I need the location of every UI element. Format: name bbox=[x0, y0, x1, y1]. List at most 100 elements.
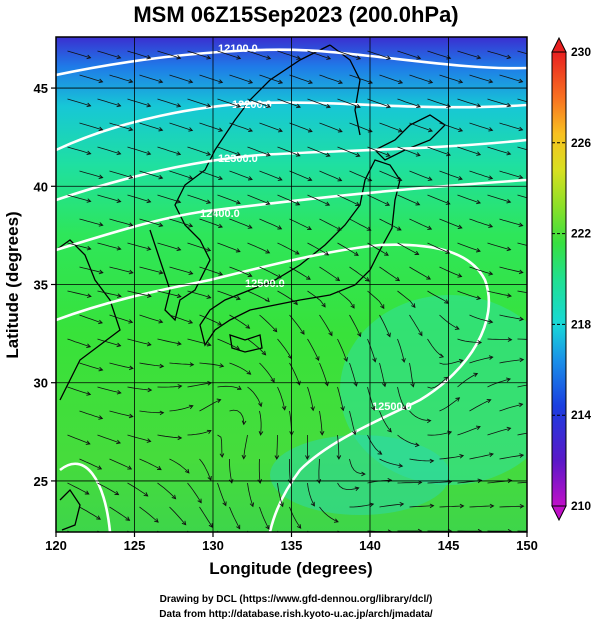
streamline bbox=[97, 242, 121, 250]
streamline-arrow bbox=[177, 435, 183, 441]
streamline bbox=[289, 266, 311, 280]
streamline bbox=[530, 267, 554, 272]
streamline bbox=[530, 171, 553, 177]
streamline-arrow bbox=[426, 275, 432, 280]
streamline-arrow bbox=[218, 79, 224, 84]
streamline bbox=[289, 170, 312, 181]
streamline bbox=[517, 50, 527, 55]
streamline bbox=[439, 359, 463, 365]
streamline-arrow bbox=[506, 102, 512, 108]
streamline bbox=[199, 314, 222, 326]
streamline bbox=[217, 385, 242, 390]
streamline-arrow bbox=[519, 357, 525, 363]
streamline bbox=[127, 98, 151, 107]
streamline-arrow bbox=[458, 79, 464, 84]
streamline-arrow bbox=[265, 200, 271, 205]
contour-label-12500-east: 12500.0 bbox=[372, 401, 412, 413]
streamline bbox=[247, 194, 270, 205]
streamline-arrow bbox=[356, 55, 362, 60]
streamline bbox=[247, 50, 271, 59]
streamline bbox=[367, 338, 376, 362]
streamline bbox=[409, 122, 433, 132]
streamline bbox=[79, 458, 102, 470]
streamline-arrow bbox=[235, 345, 240, 350]
streamline bbox=[439, 397, 460, 412]
streamline bbox=[337, 386, 344, 411]
streamline-arrow bbox=[328, 331, 333, 337]
streamline-arrow bbox=[506, 150, 512, 156]
streamline bbox=[530, 408, 554, 411]
streamline-arrow bbox=[488, 271, 494, 276]
streamline bbox=[157, 338, 181, 345]
streamline-arrow bbox=[247, 224, 253, 229]
streamline bbox=[289, 122, 313, 132]
streamline bbox=[247, 482, 254, 507]
streamline bbox=[349, 170, 372, 181]
streamline bbox=[79, 218, 103, 226]
streamline bbox=[217, 434, 223, 458]
colorbar-tick-label: 222 bbox=[571, 227, 591, 241]
streamline-arrow bbox=[537, 55, 541, 59]
streamline bbox=[139, 362, 164, 367]
streamline-arrow bbox=[236, 55, 242, 60]
streamline bbox=[319, 74, 343, 84]
streamline-arrow bbox=[206, 247, 212, 252]
streamline bbox=[487, 194, 511, 203]
streamline-arrow bbox=[310, 501, 315, 507]
streamline bbox=[229, 459, 233, 483]
credit-drawing: Drawing by DCL (https://www.gfd-dennou.o… bbox=[160, 594, 433, 605]
streamline-arrow bbox=[294, 250, 300, 255]
streamline-arrow bbox=[537, 103, 541, 107]
streamline bbox=[469, 122, 493, 131]
streamline-arrow bbox=[158, 269, 164, 275]
streamline bbox=[139, 506, 159, 523]
streamline bbox=[247, 98, 271, 108]
streamline bbox=[169, 122, 193, 131]
streamline bbox=[307, 482, 315, 506]
streamline bbox=[169, 405, 193, 412]
coastline-china bbox=[56, 239, 121, 401]
streamline-arrow bbox=[277, 225, 283, 230]
streamline bbox=[367, 434, 382, 455]
streamline bbox=[499, 266, 523, 273]
streamline bbox=[157, 98, 181, 107]
streamline-arrow bbox=[476, 151, 482, 156]
streamline bbox=[397, 434, 419, 446]
streamline bbox=[307, 386, 314, 411]
streamline bbox=[217, 338, 240, 350]
streamline bbox=[289, 74, 313, 84]
streamline-arrow bbox=[206, 199, 212, 204]
streamline bbox=[229, 314, 250, 329]
streamline bbox=[277, 338, 292, 359]
streamline-arrow bbox=[219, 363, 225, 368]
streamline bbox=[229, 74, 253, 84]
streamline bbox=[379, 170, 402, 181]
streamline-arrow bbox=[177, 384, 183, 389]
streamline-arrow bbox=[276, 274, 282, 279]
streamline bbox=[469, 399, 491, 412]
streamline-arrow bbox=[350, 303, 355, 309]
streamline-arrow bbox=[356, 103, 361, 109]
streamline bbox=[457, 50, 481, 59]
streamline bbox=[247, 530, 249, 532]
streamline-arrow bbox=[146, 246, 152, 251]
streamline bbox=[277, 482, 284, 507]
streamline bbox=[277, 146, 300, 157]
y-tick-label: 40 bbox=[34, 179, 48, 194]
streamline bbox=[487, 242, 511, 251]
streamline-arrow bbox=[158, 78, 164, 84]
streamline bbox=[409, 74, 433, 83]
streamline-arrow bbox=[189, 362, 195, 367]
streamline-arrow bbox=[176, 293, 182, 299]
streamline-arrow bbox=[146, 293, 152, 298]
streamline-arrow bbox=[98, 366, 104, 372]
streamline bbox=[157, 50, 181, 59]
wind-streamlines bbox=[67, 50, 554, 532]
streamline bbox=[487, 290, 512, 297]
streamline-arrow bbox=[507, 293, 512, 298]
streamline bbox=[139, 410, 164, 414]
streamline-arrow bbox=[336, 455, 342, 460]
streamline bbox=[337, 482, 359, 490]
streamline bbox=[243, 434, 248, 459]
streamline-arrow bbox=[270, 378, 275, 383]
